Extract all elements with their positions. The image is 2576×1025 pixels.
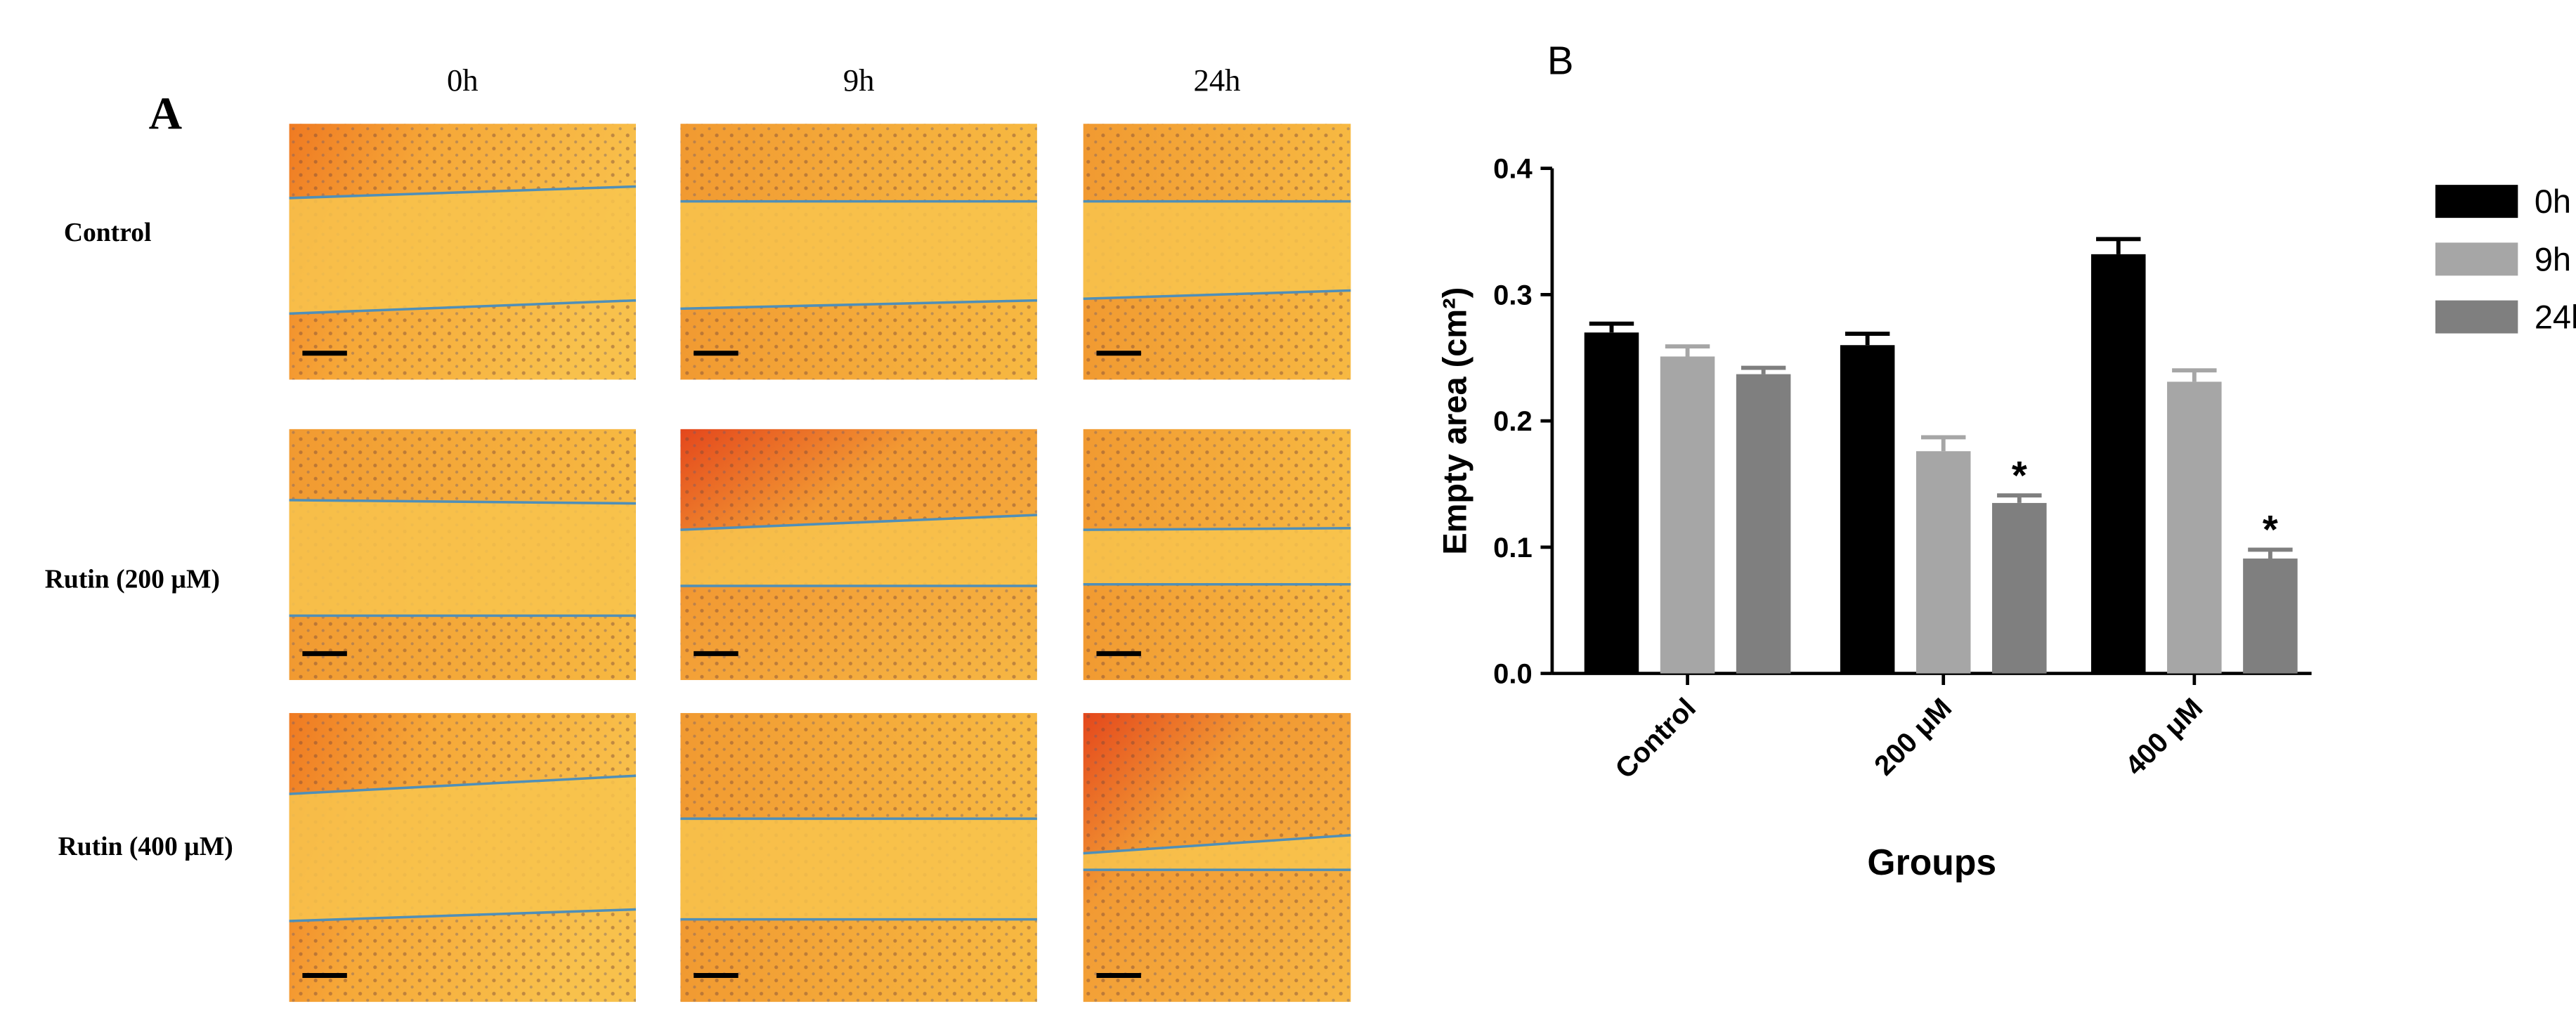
- column-header: 24h: [1194, 63, 1241, 98]
- bar: [1840, 345, 1895, 674]
- scratch-edge: [289, 908, 637, 922]
- panel-label: B: [1547, 39, 1574, 83]
- micrographs: [289, 124, 1351, 1003]
- scratch-gap: [680, 201, 1037, 309]
- x-tick-label: 400 μM: [2119, 693, 2209, 782]
- column-header: 0h: [447, 63, 479, 98]
- row-label: Rutin (200 µM): [45, 565, 220, 594]
- error-bar: [1589, 321, 1634, 333]
- scratch-edge: [289, 774, 637, 795]
- bar: [1992, 502, 2047, 674]
- bar: [2167, 381, 2222, 674]
- scratch-edge: [680, 299, 1037, 311]
- error-bar: [2248, 547, 2293, 559]
- row-label: Rutin (400 µM): [58, 833, 233, 861]
- panel-label: A: [149, 88, 183, 139]
- bar: [2091, 254, 2146, 674]
- significance-marker: *: [2012, 453, 2027, 497]
- scratch-edge: [1083, 527, 1351, 531]
- bar: [1660, 356, 1715, 674]
- y-axis-title: Empty area (cm²): [1436, 287, 1474, 555]
- error-bar: [1741, 365, 1786, 374]
- scratch-gap: [1083, 835, 1351, 870]
- error-bar: [1921, 435, 1966, 452]
- error-bar: [1845, 332, 1890, 346]
- scratch-gap: [680, 515, 1037, 587]
- bar-chart: 0.0 0.1 0.2 0.3 0.4 Control 200 μM 400 μM 0h 9h * *…: [1493, 154, 2576, 785]
- legend-swatch: [2435, 185, 2518, 218]
- y-tick-label: 0.1: [1493, 533, 1533, 563]
- scratch-edge: [289, 499, 636, 505]
- legend-swatch: [2435, 300, 2518, 334]
- x-tick-label: Control: [1610, 693, 1702, 785]
- scratch-gap: [289, 500, 636, 616]
- scratch-gap: [1083, 201, 1351, 299]
- y-tick-label: 0.2: [1493, 406, 1533, 437]
- y-tick-label: 0.0: [1493, 659, 1533, 690]
- scratch-gap: [289, 186, 636, 314]
- row-label: Control: [64, 218, 152, 247]
- bar: [1915, 451, 1971, 674]
- scratch-edge: [289, 299, 637, 315]
- significance-marker: *: [2263, 507, 2278, 551]
- scratch-edge: [680, 514, 1037, 531]
- legend-label: 0h: [2535, 183, 2571, 220]
- legend-label: 24h: [2535, 299, 2576, 336]
- scratch-edge: [289, 185, 637, 200]
- bar: [1736, 374, 1791, 674]
- column-header: 9h: [843, 63, 875, 98]
- scratch-edge: [1083, 834, 1351, 855]
- bar: [1584, 332, 1639, 674]
- error-bar: [1665, 344, 1710, 357]
- x-tick-label: 200 μM: [1868, 693, 1958, 782]
- error-bar: [2096, 237, 2141, 254]
- y-tick-label: 0.4: [1493, 154, 1533, 185]
- x-axis-title: Groups: [1867, 842, 1996, 882]
- error-bar: [2172, 368, 2217, 382]
- legend-swatch: [2435, 242, 2518, 276]
- scratch-gap: [289, 776, 636, 921]
- bar: [2243, 559, 2298, 674]
- legend-label: 9h: [2535, 240, 2571, 278]
- scratch-gap: [680, 818, 1037, 920]
- scratch-gap: [1083, 528, 1351, 585]
- error-bar: [1997, 493, 2042, 503]
- scratch-edge: [1083, 289, 1351, 301]
- y-tick-label: 0.3: [1493, 280, 1533, 311]
